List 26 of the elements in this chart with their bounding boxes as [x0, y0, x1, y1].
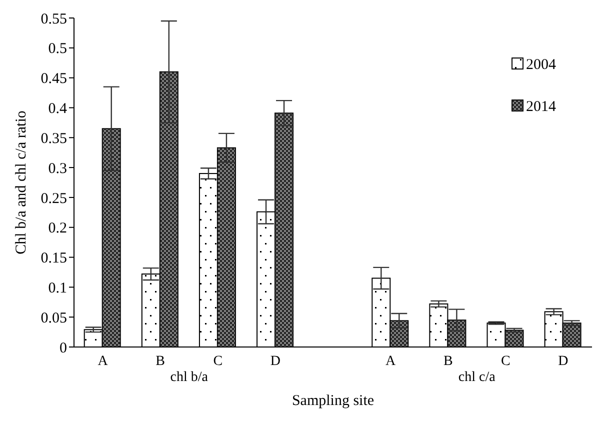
y-tick-label: 0.1: [48, 280, 67, 297]
x-axis-title: Sampling site: [292, 393, 374, 409]
y-tick-label: 0.5: [48, 41, 67, 58]
y-tick-label: 0.35: [40, 130, 67, 147]
text: chl c/a: [458, 370, 496, 385]
x-tick-label: C: [213, 354, 223, 369]
y-axis-title: Chl b/a and chl c/a ratio: [13, 110, 30, 254]
y-tick-label: 0.3: [48, 160, 67, 177]
y-tick-label: 0.55: [40, 11, 67, 28]
x-tick-label: B: [156, 354, 166, 369]
x-tick-label: C: [500, 354, 510, 369]
y-tick-label: 0: [60, 340, 67, 356]
y-tick-label: 0.45: [40, 71, 67, 88]
legend-label: 2014: [526, 99, 556, 115]
y-tick-label: 0.2: [48, 220, 67, 237]
y-tick-label: 0.25: [40, 190, 67, 207]
x-tick-label: D: [270, 354, 281, 369]
text: chl b/a: [170, 370, 209, 385]
y-tick-label: 0.15: [40, 250, 67, 267]
y-tick-label: 0.4: [48, 101, 68, 118]
x-tick-label: A: [98, 354, 109, 369]
x-tick-label: A: [385, 354, 396, 369]
x-tick-label: D: [558, 354, 568, 369]
legend-label: 2004: [526, 57, 556, 73]
x-tick-label: B: [443, 354, 453, 369]
y-tick-label: 0.05: [40, 310, 67, 326]
